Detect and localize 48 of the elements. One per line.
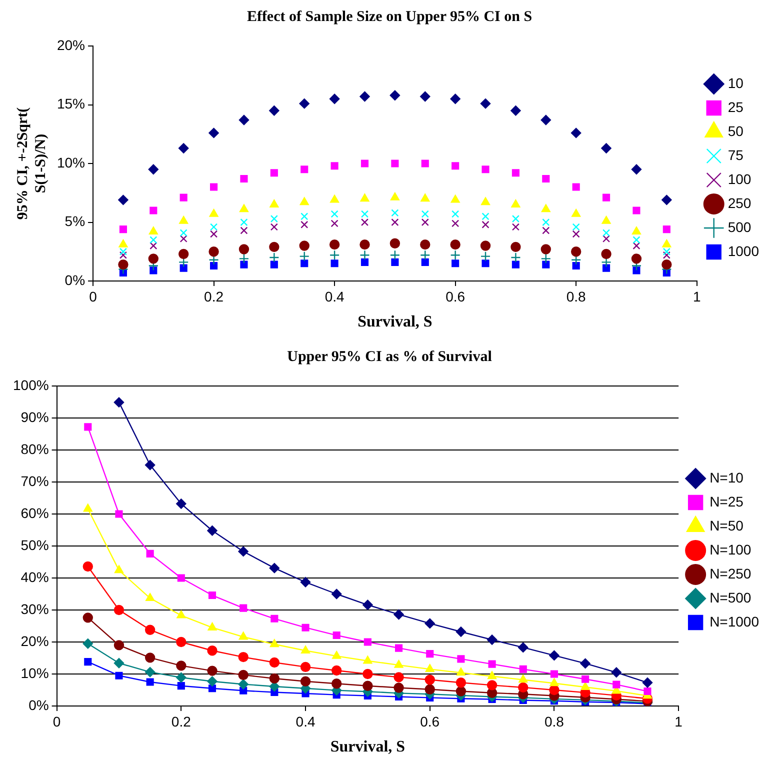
legend-label: N=500 — [710, 589, 752, 606]
x-tick-label: 1 — [674, 713, 683, 730]
chart-title: Effect of Sample Size on Upper 95% CI on S — [246, 8, 532, 25]
x-tick-label: 0.6 — [420, 713, 440, 730]
legend-label: N=50 — [710, 517, 744, 534]
legend-label: 500 — [728, 218, 752, 235]
y-tick-label: 0% — [28, 696, 49, 713]
y-tick-label: 30% — [20, 600, 49, 617]
legend-label: N=250 — [710, 565, 752, 582]
y-tick-label: 40% — [20, 568, 49, 585]
y-tick-label: 15% — [56, 96, 86, 112]
x-tick-label: 0.2 — [204, 288, 224, 304]
legend-label: 1000 — [728, 242, 760, 259]
chart-title: Upper 95% CI as % of Survival — [287, 348, 492, 365]
x-tick-label: 0.2 — [171, 713, 192, 730]
x-tick-label: 0.8 — [544, 713, 564, 730]
y-tick-label: 0% — [64, 272, 86, 288]
y-tick-label: 80% — [20, 440, 49, 457]
x-tick-label: 0 — [89, 288, 98, 304]
legend-label: 10 — [728, 74, 744, 91]
x-axis-title: Survival, S — [330, 738, 406, 756]
legend-label: N=25 — [710, 493, 744, 510]
legend-label: 100 — [728, 170, 752, 187]
x-tick-label: 0.8 — [566, 288, 586, 304]
legend-label: 25 — [728, 98, 744, 115]
y-tick-label: 20% — [20, 632, 49, 649]
legend-label: 50 — [728, 122, 744, 139]
legend-label: N=10 — [710, 469, 744, 486]
y-tick-label: 50% — [20, 536, 49, 553]
y-tick-label: 10% — [56, 154, 86, 170]
x-tick-label: 0.6 — [446, 288, 466, 304]
x-axis-title: Survival, S — [358, 314, 432, 331]
legend-label: N=100 — [710, 541, 752, 558]
x-tick-label: 1 — [692, 288, 701, 304]
x-tick-label: 0.4 — [296, 713, 316, 730]
y-axis-title: 95% CI, +-2Sqrt(S(1-S)/N) — [14, 107, 49, 220]
y-tick-label: 100% — [12, 376, 49, 393]
y-tick-label: 90% — [20, 408, 49, 425]
legend-label: 250 — [728, 194, 752, 211]
x-tick-label: 0.4 — [324, 288, 344, 304]
y-tick-label: 10% — [20, 664, 49, 681]
y-tick-label: 20% — [56, 36, 86, 53]
y-tick-label: 70% — [20, 472, 49, 489]
legend-label: 75 — [728, 146, 744, 163]
legend-label: N=1000 — [710, 613, 760, 630]
x-tick-label: 0 — [52, 713, 61, 730]
y-tick-label: 5% — [64, 213, 86, 230]
y-tick-label: 60% — [20, 504, 49, 521]
